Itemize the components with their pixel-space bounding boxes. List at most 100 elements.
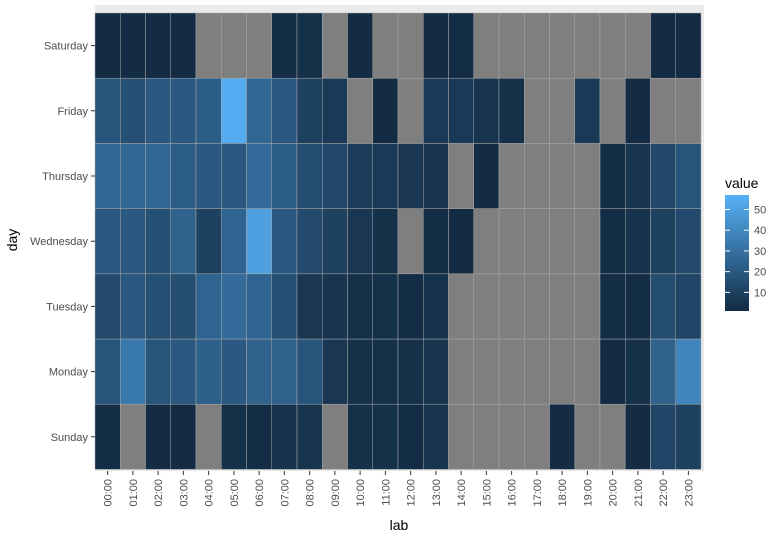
heatmap-cell xyxy=(347,143,373,209)
y-tick-label: Wednesday xyxy=(30,236,88,248)
heatmap-cell xyxy=(271,208,298,275)
heatmap-cell xyxy=(322,77,348,144)
heatmap-cell xyxy=(170,208,197,275)
heatmap-cell xyxy=(170,77,197,144)
heatmap-cell xyxy=(170,143,197,209)
heatmap-cell xyxy=(296,338,323,405)
heatmap-cell xyxy=(498,208,525,275)
heatmap-cell xyxy=(296,12,323,79)
legend-colorbar xyxy=(725,195,749,311)
heatmap-cell xyxy=(524,143,550,209)
heatmap-cell xyxy=(448,403,474,470)
heatmap-cell xyxy=(675,208,702,275)
heatmap-cell xyxy=(397,12,424,79)
heatmap-cell xyxy=(120,143,146,209)
legend-tick-label: 10 xyxy=(754,287,766,299)
heatmap-cell xyxy=(448,143,474,209)
heatmap-cell xyxy=(498,143,525,209)
legend-title: value xyxy=(725,175,759,191)
x-tick-label: 19:00 xyxy=(582,479,594,507)
heatmap-cell xyxy=(347,208,373,275)
heatmap-cell xyxy=(498,12,525,79)
heatmap-cell xyxy=(246,12,272,79)
y-tick-label: Saturday xyxy=(44,41,89,53)
heatmap-cell xyxy=(625,338,651,405)
heatmap-cell xyxy=(94,338,121,405)
heatmap-cell xyxy=(574,273,601,340)
heatmap-cell xyxy=(120,208,146,275)
heatmap-cell xyxy=(145,143,171,209)
heatmap-cell xyxy=(599,273,626,340)
x-tick-label: 02:00 xyxy=(153,479,165,507)
heatmap-cell xyxy=(221,208,247,275)
heatmap-cell xyxy=(145,208,171,275)
heatmap-cell xyxy=(524,12,550,79)
heatmap-cell xyxy=(473,338,500,405)
heatmap-cell xyxy=(574,77,601,144)
heatmap-cell xyxy=(372,77,399,144)
x-tick-label: 16:00 xyxy=(507,479,519,507)
y-axis-title: day xyxy=(4,229,20,252)
x-tick-label: 14:00 xyxy=(456,479,468,507)
x-tick-label: 09:00 xyxy=(330,479,342,507)
heatmap-cell xyxy=(195,143,222,209)
heatmap-cell xyxy=(94,208,121,275)
heatmap-cell xyxy=(347,273,373,340)
heatmap-cell xyxy=(221,403,247,470)
heatmap-cell xyxy=(195,208,222,275)
heatmap-cell xyxy=(574,12,601,79)
x-tick-label: 15:00 xyxy=(481,479,493,507)
heatmap-cell xyxy=(625,273,651,340)
heatmap-cell xyxy=(625,12,651,79)
y-tick-label: Monday xyxy=(49,367,89,379)
heatmap-cell xyxy=(347,12,373,79)
heatmap-cell xyxy=(271,12,298,79)
heatmap-cell xyxy=(195,273,222,340)
heatmap-cell xyxy=(246,338,272,405)
heatmap-cell xyxy=(170,403,197,470)
heatmap-cell xyxy=(524,403,550,470)
heatmap-cell xyxy=(473,208,500,275)
heatmap-cell xyxy=(94,12,121,79)
heatmap-cell xyxy=(448,208,474,275)
x-tick-label: 08:00 xyxy=(305,479,317,507)
heatmap-cell xyxy=(675,12,702,79)
heatmap-cell xyxy=(94,403,121,470)
y-tick-label: Friday xyxy=(57,106,88,118)
x-tick-label: 10:00 xyxy=(355,479,367,507)
heatmap-cell xyxy=(650,77,676,144)
heatmap-cell xyxy=(221,338,247,405)
y-tick-label: Sunday xyxy=(51,432,89,444)
legend-tick-label: 30 xyxy=(754,246,766,258)
heatmap-cell xyxy=(625,143,651,209)
heatmap-cell xyxy=(271,143,298,209)
heatmap-cell xyxy=(145,338,171,405)
heatmap-cell xyxy=(625,77,651,144)
heatmap-cell xyxy=(423,338,449,405)
heatmap-cell xyxy=(473,12,500,79)
heatmap-cell xyxy=(650,338,676,405)
heatmap-cell xyxy=(195,338,222,405)
heatmap-cell xyxy=(423,143,449,209)
heatmap-cell xyxy=(650,208,676,275)
heatmap-cell xyxy=(448,12,474,79)
legend: value 10 20 30 40 50 xyxy=(725,175,766,311)
legend-ticks: 10 20 30 40 50 xyxy=(725,205,766,299)
heatmap-cells xyxy=(94,12,702,470)
heatmap-cell xyxy=(625,403,651,470)
heatmap-cell xyxy=(271,273,298,340)
heatmap-cell xyxy=(296,403,323,470)
x-axis-ticks: 00:00 01:00 02:00 03:00 04:00 05:00 06:00 07:00… xyxy=(103,471,695,507)
x-tick-label: 05:00 xyxy=(229,479,241,507)
heatmap-cell xyxy=(599,12,626,79)
x-tick-label: 17:00 xyxy=(532,479,544,507)
heatmap-cell xyxy=(322,143,348,209)
heatmap-cell xyxy=(221,273,247,340)
heatmap-cell xyxy=(549,403,575,470)
heatmap-cell xyxy=(347,77,373,144)
heatmap-cell xyxy=(322,403,348,470)
heatmap-cell xyxy=(498,403,525,470)
heatmap-cell xyxy=(372,143,399,209)
heatmap-cell xyxy=(675,143,702,209)
heatmap-cell xyxy=(195,12,222,79)
